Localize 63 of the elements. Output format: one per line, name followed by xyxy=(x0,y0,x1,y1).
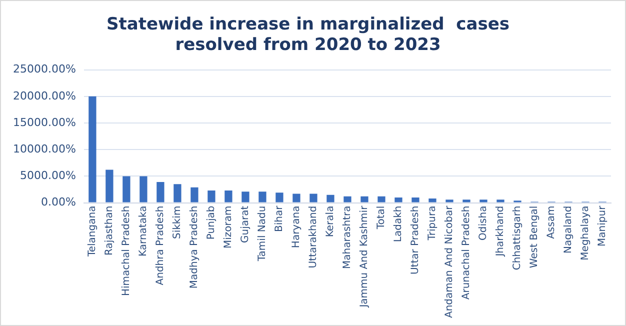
bar xyxy=(462,200,470,202)
x-tick-label: Andaman And Nicobar xyxy=(444,204,456,318)
bar xyxy=(378,196,386,202)
x-tick-label: Bihar xyxy=(274,204,286,232)
x-tick-label: West Bengal xyxy=(529,206,540,268)
bar xyxy=(310,194,318,202)
bar xyxy=(344,196,352,202)
x-tick-label: Haryana xyxy=(291,206,302,248)
bar xyxy=(394,197,402,202)
x-tick-label: Himachal Pradesh xyxy=(121,206,132,296)
bar xyxy=(446,200,454,202)
y-tick-label: 15000.00% xyxy=(12,116,76,129)
x-tick-label: Uttar Pradesh xyxy=(410,206,422,275)
x-tick-label: Punjab xyxy=(206,206,218,240)
x-tick-label: Uttarakhand xyxy=(308,206,320,268)
x-tick-label: Andhra Pradesh xyxy=(155,206,166,286)
bar xyxy=(480,200,488,202)
bar xyxy=(174,184,182,202)
bar xyxy=(360,196,368,202)
x-tick-label: Odisha xyxy=(478,206,490,240)
bar xyxy=(276,192,284,202)
x-tick-label: Kerala xyxy=(325,206,336,238)
x-tick-label: Sikkim xyxy=(172,206,184,240)
bar xyxy=(88,96,96,202)
bar xyxy=(496,200,504,202)
x-tick-label: Tamil Nadu xyxy=(257,206,268,262)
x-tick-label: Maharashtra xyxy=(342,206,354,269)
bar xyxy=(258,192,266,202)
x-tick-label: Rajasthan xyxy=(104,206,116,256)
x-tick-label: Madhya Pradesh xyxy=(189,206,200,289)
bar xyxy=(326,194,334,202)
x-tick-label: Meghalaya xyxy=(580,206,592,260)
x-tick-label: Ladakh xyxy=(393,206,404,242)
bar xyxy=(122,176,130,202)
x-tick-label: Jharkhand xyxy=(495,206,506,258)
x-tick-label: Tripura xyxy=(427,206,438,242)
bar xyxy=(190,187,198,202)
x-tick-label: Nagaland xyxy=(563,206,574,254)
x-tick-label: Gujarat xyxy=(240,206,252,243)
bar xyxy=(428,198,436,202)
bar xyxy=(156,182,164,202)
x-tick-label: Jammu And Kashmir xyxy=(359,204,370,308)
bar xyxy=(412,197,420,202)
x-tick-label: Arunachal Pradesh xyxy=(461,206,472,300)
x-tick-label: Mizoram xyxy=(223,206,234,249)
y-tick-label: 20000.00% xyxy=(12,89,76,102)
y-tick-label: 0.00% xyxy=(40,196,76,209)
chart-title: Statewide increase in marginalized cases resolved from 2020 to 2023 xyxy=(106,14,510,56)
x-tick-label: Total xyxy=(376,206,388,230)
x-tick-label: Manipur xyxy=(597,204,608,246)
bar xyxy=(292,194,300,202)
bar xyxy=(242,192,250,202)
bar xyxy=(208,190,216,202)
y-tick-label: 10000.00% xyxy=(12,142,76,156)
bar xyxy=(106,170,114,202)
x-tick-label: Assam xyxy=(546,206,558,239)
bar xyxy=(224,190,232,202)
x-tick-label: Chhattisgarh xyxy=(512,206,524,270)
bar xyxy=(140,176,148,202)
x-tick-label: Karnataka xyxy=(138,206,150,256)
y-tick-label: 25000.00% xyxy=(12,62,76,76)
x-tick-label: Telangana xyxy=(87,206,98,258)
y-tick-label: 5000.00% xyxy=(20,169,76,182)
